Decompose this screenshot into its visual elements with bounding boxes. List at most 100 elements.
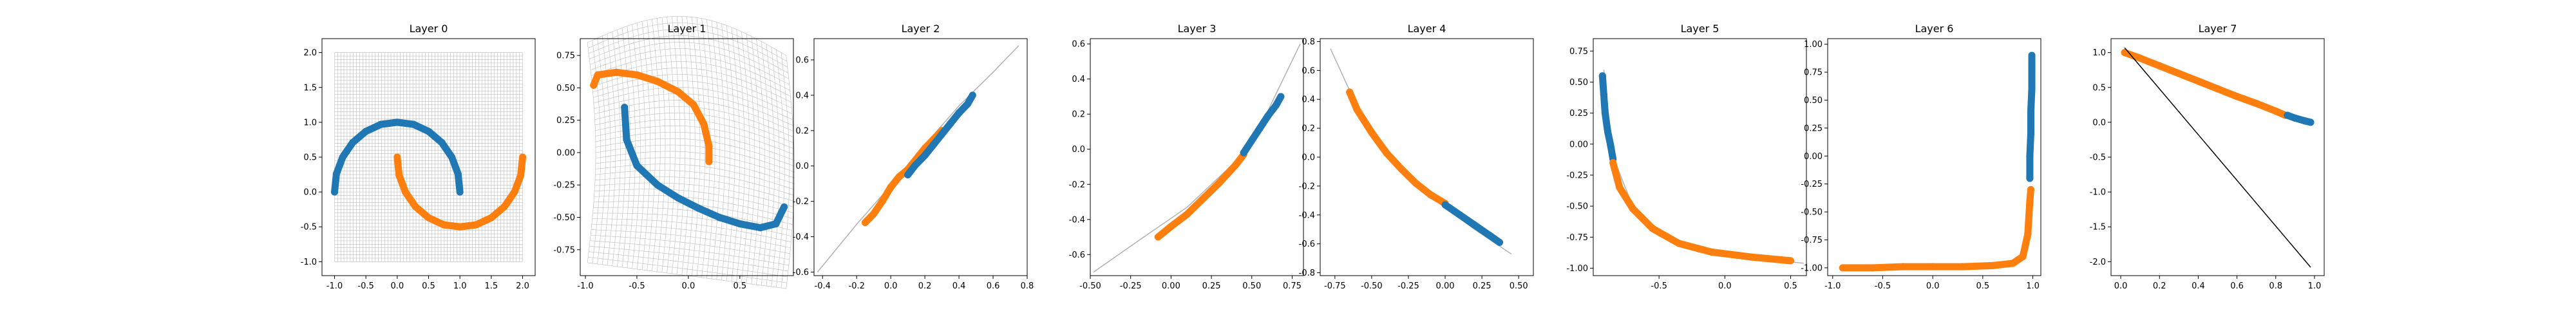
panel-6: -1.0 -0.5 0.0 0.5 1.0 -1.00 -0.75 -0.50 -0.25 0.0… bbox=[1801, 23, 2041, 291]
data-segment bbox=[1353, 106, 1376, 137]
grid-line bbox=[706, 19, 715, 279]
grid-line bbox=[594, 182, 794, 207]
grid-line bbox=[588, 257, 787, 283]
grid-line bbox=[726, 25, 735, 281]
y-tick-label: 0.25 bbox=[1569, 109, 1588, 118]
data-segment bbox=[1232, 151, 1247, 169]
grid-line bbox=[746, 33, 755, 284]
x-tick-label: 0.6 bbox=[987, 281, 1000, 291]
panel-7: 0.0 0.2 0.4 0.6 0.8 1.0 -2.0 -1.5 -1.0 -0.5 0.0 0.5… bbox=[2090, 23, 2325, 291]
data-segment bbox=[2019, 231, 2032, 260]
x-tick-label: 0.5 bbox=[422, 281, 435, 291]
chart-title: Layer 7 bbox=[2199, 23, 2237, 35]
data-segment bbox=[623, 136, 641, 169]
grid-line bbox=[591, 229, 790, 254]
x-tick-label: 1.0 bbox=[453, 281, 467, 291]
y-tick-label: -0.25 bbox=[1566, 171, 1588, 180]
data-segment bbox=[1959, 261, 1996, 270]
grid-line bbox=[589, 29, 788, 68]
data-segment bbox=[1426, 191, 1449, 207]
chart-title: Layer 0 bbox=[410, 23, 448, 35]
chart-title: Layer 2 bbox=[902, 23, 940, 35]
data-segment bbox=[633, 162, 661, 189]
y-tick-label: 0.00 bbox=[556, 148, 575, 158]
x-tick-label: 0.5 bbox=[1784, 281, 1797, 291]
y-tick-label: 0.5 bbox=[303, 153, 317, 163]
data-segment bbox=[1869, 263, 1907, 272]
y-tick-label: -1.0 bbox=[2090, 188, 2106, 198]
data-segment bbox=[2301, 117, 2315, 126]
series-orange bbox=[393, 153, 527, 231]
x-tick-label: -0.5 bbox=[1875, 281, 1891, 291]
manifold-curve bbox=[1093, 43, 1301, 273]
y-tick-label: 1.0 bbox=[303, 118, 317, 128]
x-tick-label: 0.8 bbox=[1021, 281, 1034, 291]
x-tick-label: 1.0 bbox=[2026, 281, 2040, 291]
axes-frame bbox=[1827, 38, 2041, 276]
grid-line bbox=[716, 22, 725, 280]
grid-line bbox=[593, 207, 792, 231]
x-tick-label: -1.0 bbox=[577, 281, 593, 291]
grid-line bbox=[761, 41, 770, 286]
y-tick-label: 1.5 bbox=[303, 83, 317, 93]
x-tick-label: 0.0 bbox=[884, 281, 898, 291]
grid-mesh bbox=[334, 52, 523, 262]
x-tick-label: 0.4 bbox=[2192, 281, 2205, 291]
y-tick-label: 0.00 bbox=[1804, 152, 1823, 162]
axes-frame bbox=[1593, 38, 1807, 276]
axes-frame bbox=[1090, 38, 1304, 276]
x-tick-label: -0.25 bbox=[1397, 281, 1419, 291]
x-tick-label: 1.5 bbox=[485, 281, 498, 291]
y-tick-label: -0.6 bbox=[1069, 251, 1085, 260]
y-tick-label: -1.0 bbox=[301, 258, 317, 267]
y-tick-label: -0.6 bbox=[1299, 240, 1315, 249]
x-tick-label: 1.0 bbox=[2308, 281, 2322, 291]
x-tick-label: 0.75 bbox=[1283, 281, 1302, 291]
grid-line bbox=[786, 55, 795, 289]
data-segment bbox=[654, 77, 682, 95]
y-tick-label: 0.0 bbox=[1302, 153, 1315, 163]
data-segment bbox=[1383, 149, 1405, 173]
y-tick-label: 1.0 bbox=[2092, 48, 2106, 58]
y-tick-label: 0.2 bbox=[795, 126, 809, 136]
y-tick-label: -0.75 bbox=[553, 245, 575, 255]
chart-title: Layer 5 bbox=[1681, 23, 1719, 35]
x-tick-label: 0.5 bbox=[734, 281, 747, 291]
data-segment bbox=[1216, 161, 1240, 187]
grid-line bbox=[594, 189, 793, 213]
chart-title: Layer 3 bbox=[1178, 23, 1217, 35]
data-segment bbox=[2027, 85, 2036, 115]
x-tick-label: -0.50 bbox=[1361, 281, 1383, 291]
decision-line bbox=[2124, 47, 2311, 268]
y-tick-label: -0.75 bbox=[1566, 233, 1588, 243]
grid-line bbox=[731, 27, 741, 282]
data-segment bbox=[2272, 108, 2289, 119]
y-tick-label: -0.8 bbox=[1299, 269, 1315, 278]
series-orange bbox=[2121, 49, 2289, 119]
data-segment bbox=[963, 91, 976, 108]
y-tick-label: 0.5 bbox=[2092, 83, 2106, 93]
series-blue bbox=[904, 91, 976, 178]
y-tick-label: 0.75 bbox=[1804, 68, 1823, 78]
data-segment bbox=[695, 204, 723, 222]
x-tick-label: 0.0 bbox=[2114, 281, 2128, 291]
y-tick-label: -1.00 bbox=[1566, 264, 1588, 274]
x-tick-label: 0.0 bbox=[682, 281, 696, 291]
series-blue bbox=[2026, 52, 2036, 182]
data-segment bbox=[654, 181, 682, 202]
y-tick-label: 0.2 bbox=[1302, 124, 1315, 134]
chart-title: Layer 1 bbox=[668, 23, 706, 35]
grid-line bbox=[721, 23, 730, 281]
y-tick-label: -0.25 bbox=[1801, 180, 1823, 189]
x-tick-label: 0.50 bbox=[1242, 281, 1261, 291]
data-segment bbox=[674, 194, 703, 212]
chart-title: Layer 6 bbox=[1915, 23, 1954, 35]
y-tick-label: 0.4 bbox=[1302, 95, 1315, 105]
x-tick-label: 0.50 bbox=[1510, 281, 1528, 291]
series-orange bbox=[1609, 159, 1794, 265]
y-tick-label: -0.50 bbox=[1801, 208, 1823, 218]
panel-3: -0.50 -0.25 0.00 0.25 0.50 0.75 -0.6 -0.4 -0.2 0.… bbox=[1069, 23, 1304, 291]
data-segment bbox=[517, 153, 527, 179]
y-tick-label: 0.00 bbox=[1569, 140, 1588, 149]
